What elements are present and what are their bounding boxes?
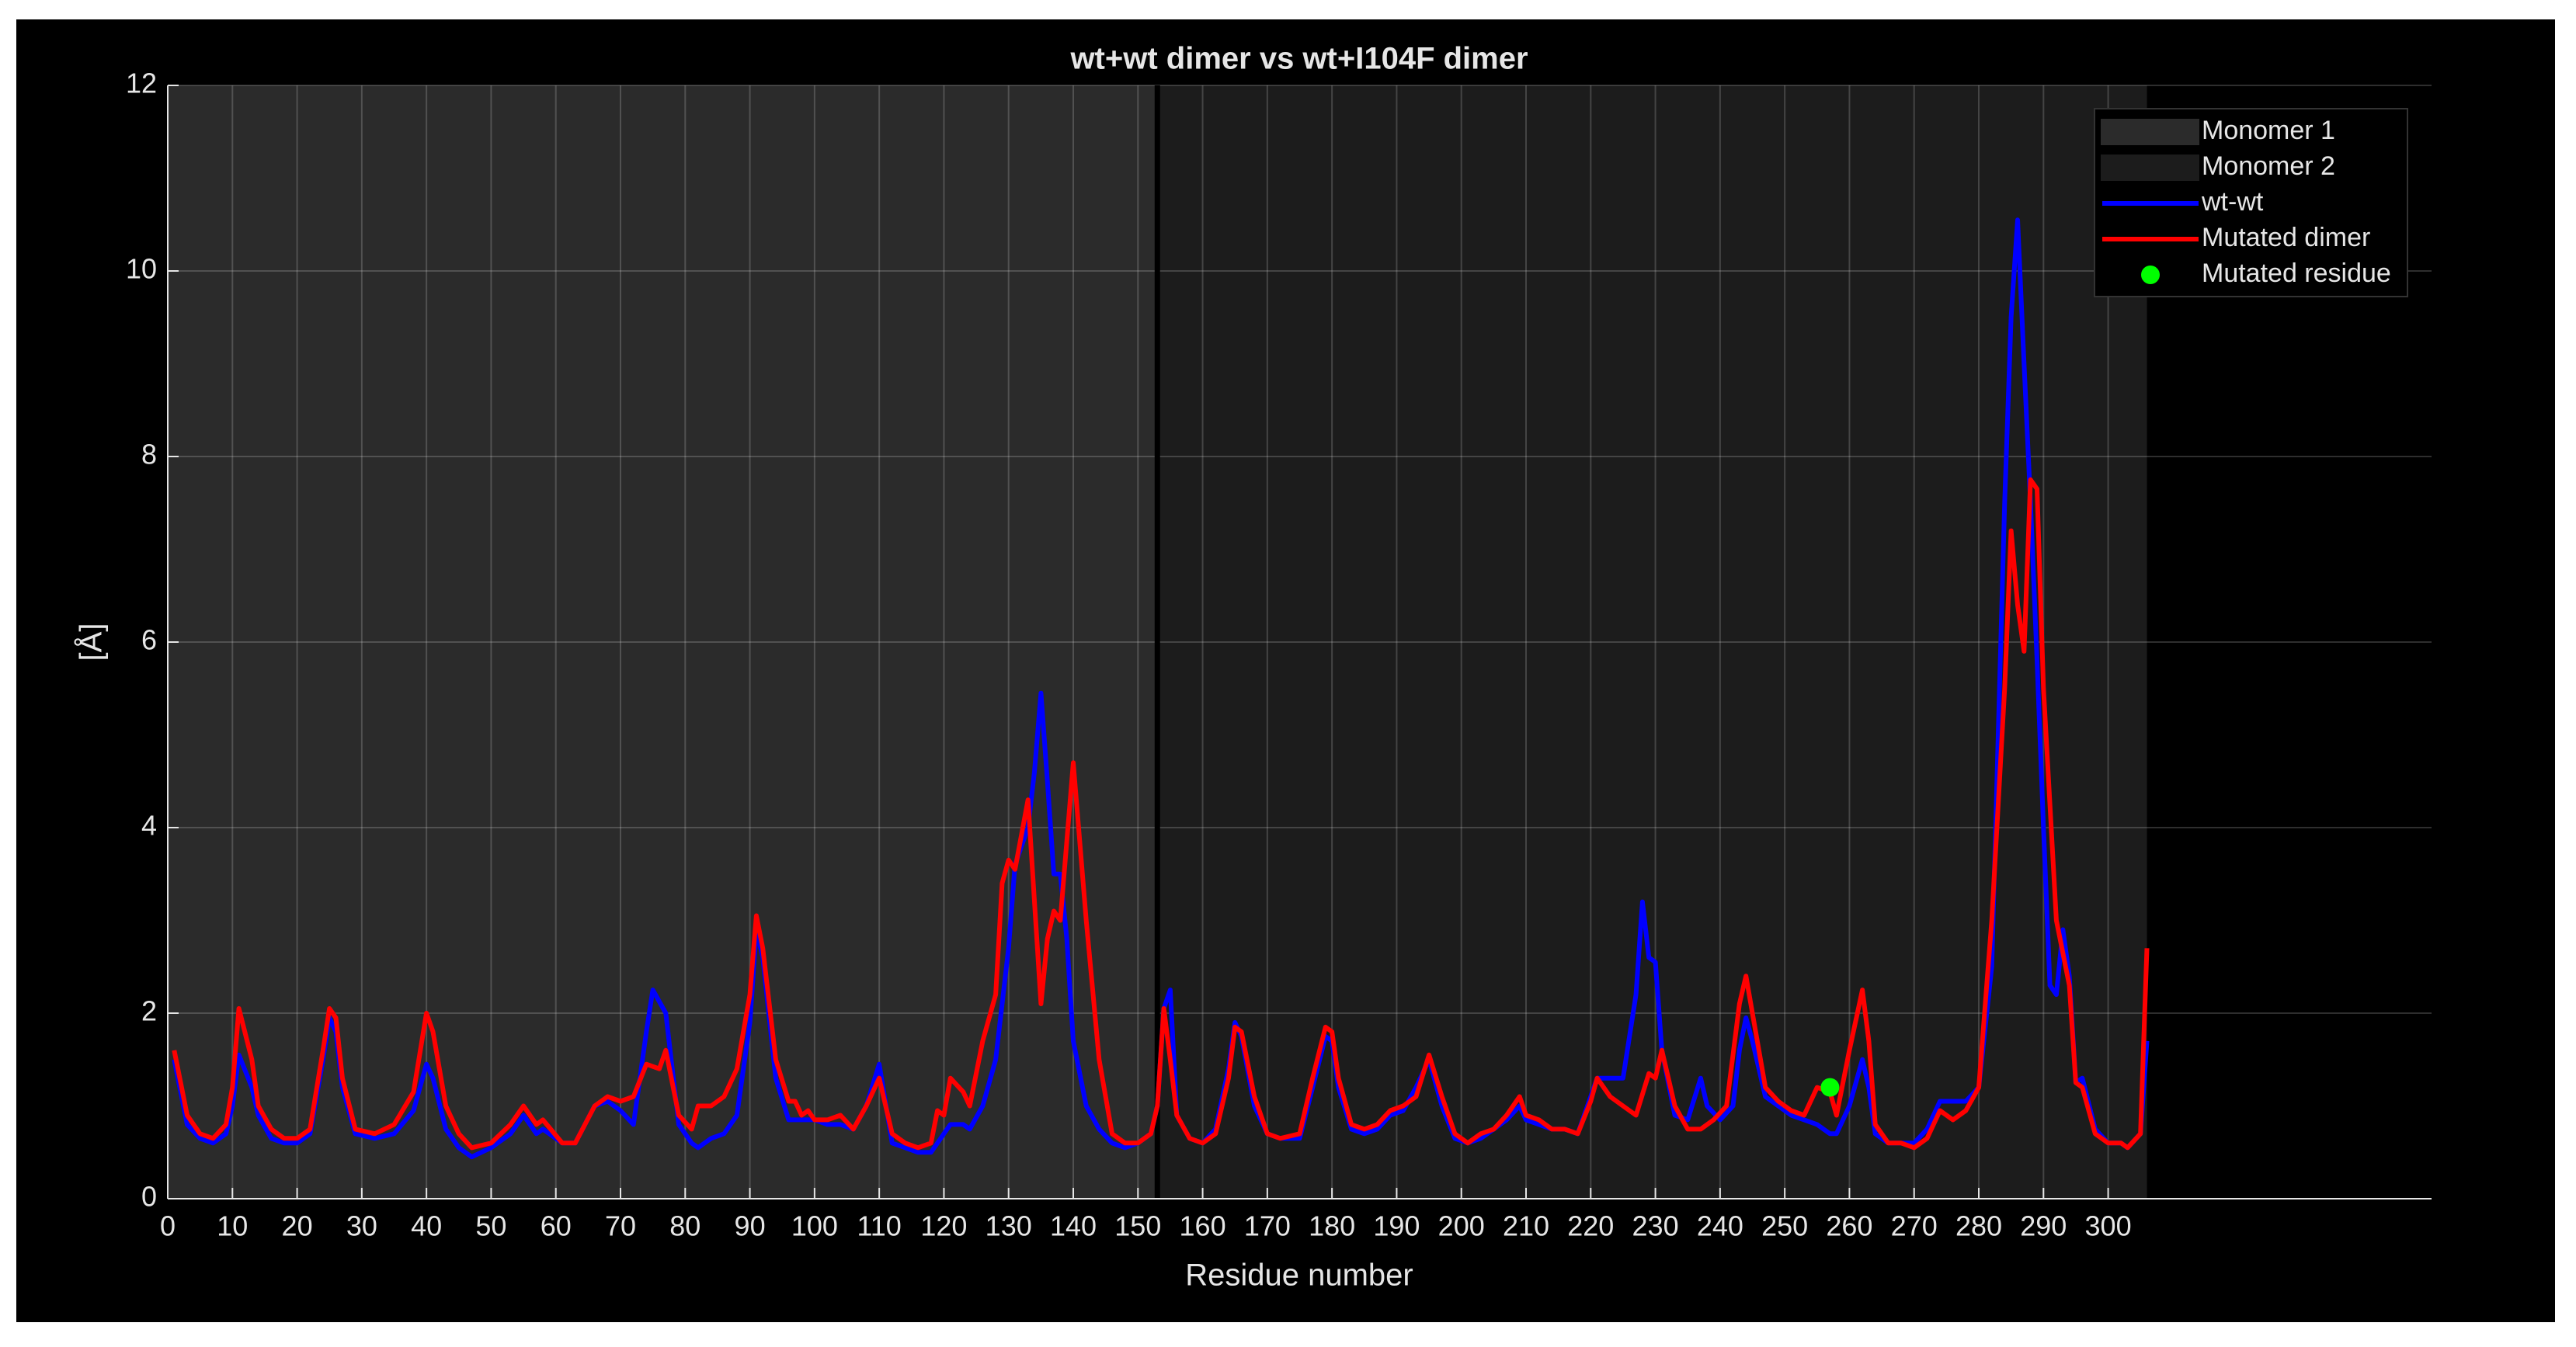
x-tick-label: 260: [1826, 1210, 1872, 1242]
legend-swatch: [2101, 154, 2199, 181]
x-tick-label: 100: [791, 1210, 838, 1242]
y-tick-label: 0: [141, 1181, 157, 1213]
x-tick-label: 150: [1114, 1210, 1161, 1242]
x-axis-label: Residue number: [1185, 1258, 1413, 1293]
x-tick-label: 90: [735, 1210, 766, 1242]
x-tick-label: 0: [160, 1210, 176, 1242]
y-tick-label: 12: [126, 68, 157, 99]
y-tick-label: 2: [141, 995, 157, 1027]
x-tick-label: 290: [2020, 1210, 2067, 1242]
x-tick-label: 80: [669, 1210, 700, 1242]
x-tick-label: 60: [541, 1210, 572, 1242]
x-tick-label: 40: [411, 1210, 442, 1242]
x-tick-label: 230: [1632, 1210, 1679, 1242]
x-tick-label: 200: [1438, 1210, 1485, 1242]
x-tick-label: 50: [475, 1210, 506, 1242]
x-tick-label: 210: [1503, 1210, 1549, 1242]
legend-label: Monomer 1: [2202, 116, 2335, 145]
y-axis-label: [Å]: [74, 623, 109, 661]
y-tick-label: 6: [141, 624, 157, 656]
x-tick-label: 280: [1955, 1210, 2002, 1242]
legend-label: Mutated dimer: [2202, 223, 2370, 252]
x-tick-label: 20: [282, 1210, 313, 1242]
series-line: [172, 477, 2150, 1151]
legend-label: Monomer 2: [2202, 151, 2335, 181]
x-tick-label: 130: [986, 1210, 1032, 1242]
x-tick-label: 160: [1180, 1210, 1226, 1242]
y-tick-label: 4: [141, 810, 157, 842]
y-tick-label: 8: [141, 439, 157, 470]
x-tick-label: 110: [857, 1210, 901, 1242]
x-tick-label: 240: [1697, 1210, 1743, 1242]
scatter-point: [1820, 1078, 1840, 1097]
chart-title: wt+wt dimer vs wt+I104F dimer: [1069, 42, 1528, 76]
x-tick-label: 70: [605, 1210, 636, 1242]
x-tick-label: 30: [346, 1210, 377, 1242]
x-tick-label: 10: [217, 1210, 248, 1242]
y-tick-label: 10: [126, 253, 157, 285]
x-tick-label: 270: [1891, 1210, 1938, 1242]
band: [1157, 85, 2147, 1199]
x-tick-label: 120: [920, 1210, 967, 1242]
x-tick-label: 220: [1567, 1210, 1614, 1242]
x-tick-label: 190: [1373, 1210, 1420, 1242]
x-tick-label: 170: [1244, 1210, 1291, 1242]
legend-label: Mutated residue: [2202, 259, 2391, 288]
x-tick-label: 180: [1309, 1210, 1355, 1242]
legend-swatch: [2101, 119, 2199, 145]
x-tick-label: 250: [1761, 1210, 1808, 1242]
legend-swatch: [2141, 266, 2160, 284]
legend-label: wt-wt: [2201, 187, 2264, 217]
x-tick-label: 140: [1050, 1210, 1097, 1242]
x-tick-label: 300: [2085, 1210, 2132, 1242]
